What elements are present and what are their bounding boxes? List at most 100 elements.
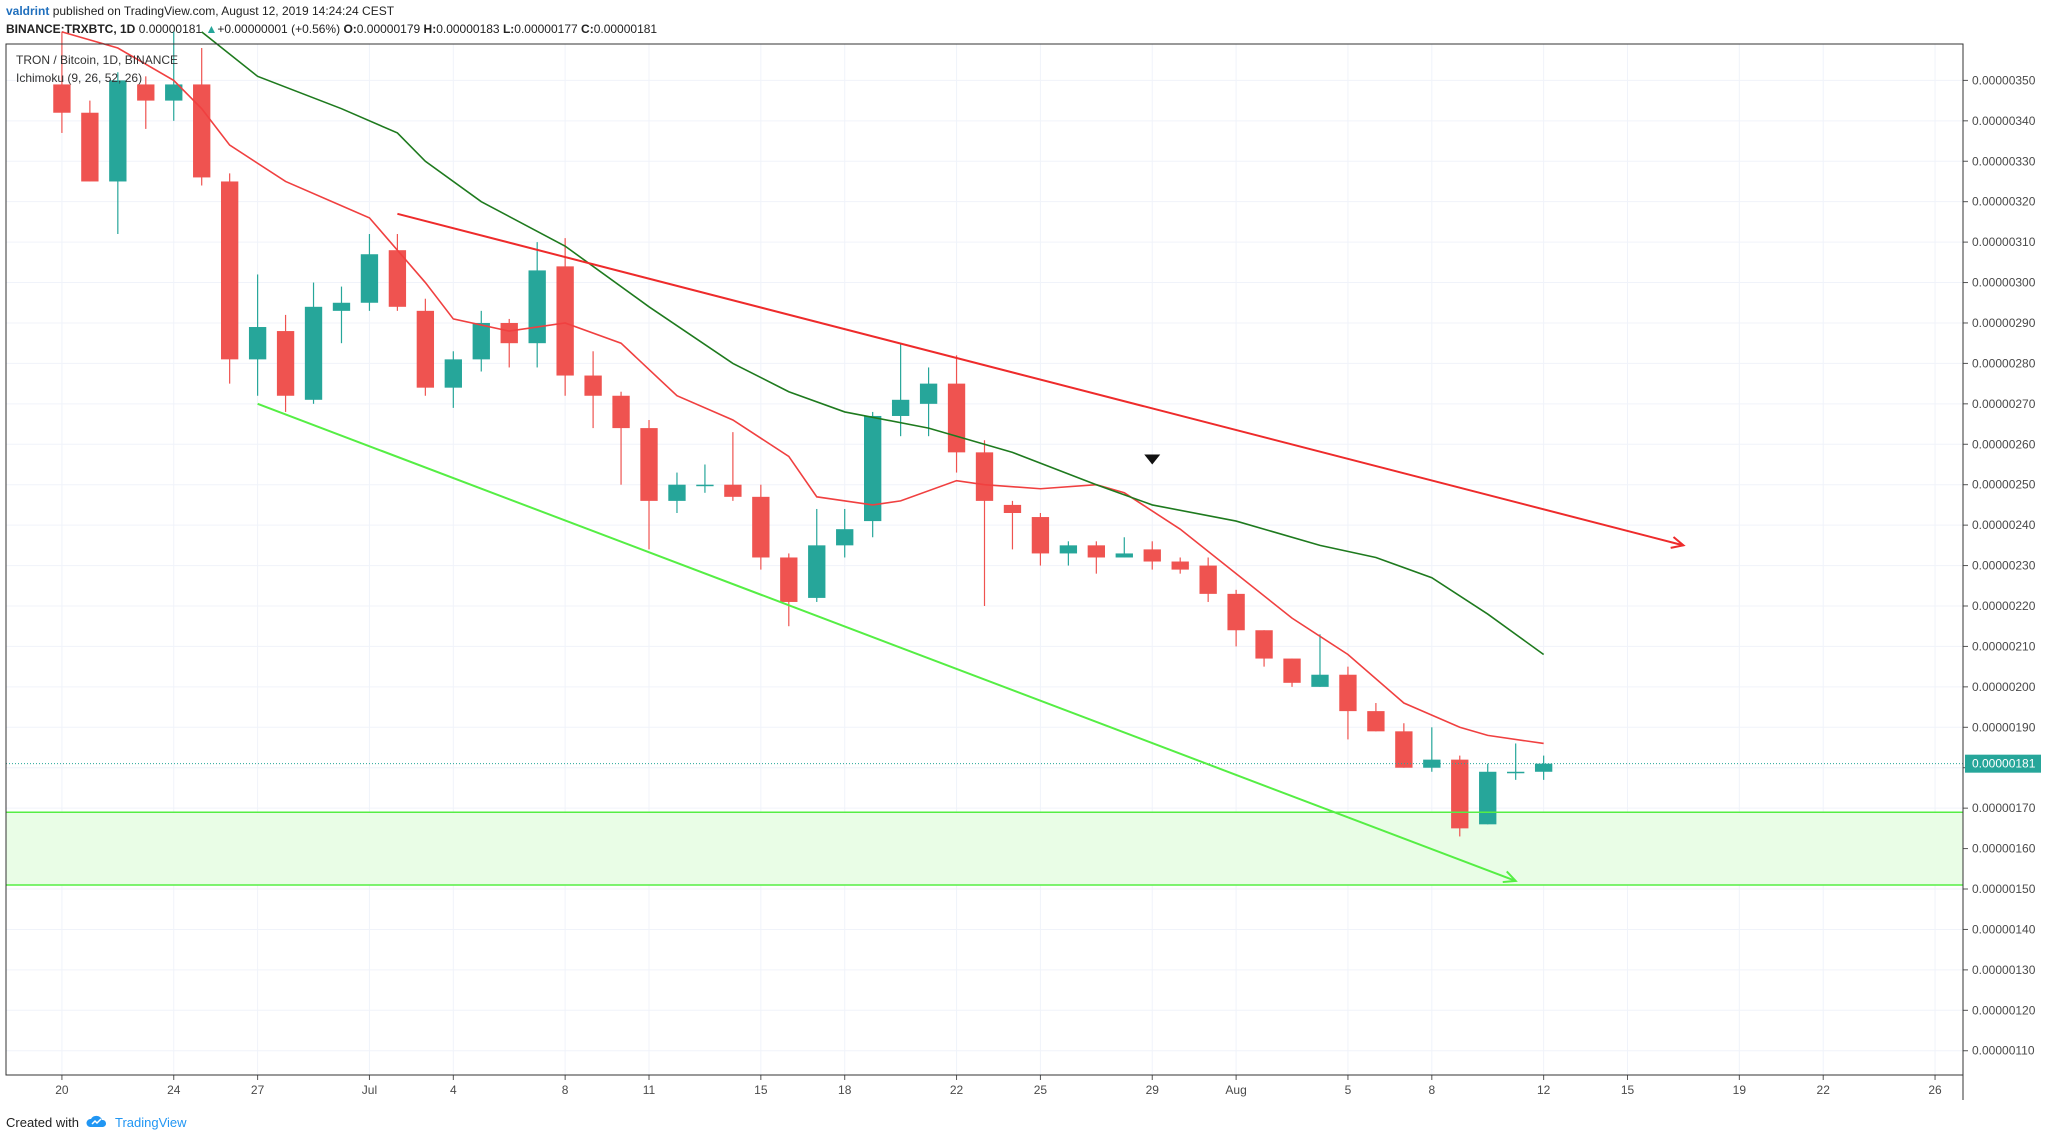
close-value: 0.00000181	[593, 22, 658, 36]
price-tick-label: 0.00000340	[1972, 114, 2036, 128]
price-tick-label: 0.00000300	[1972, 276, 2036, 290]
price-tick-label: 0.00000120	[1972, 1003, 2036, 1017]
candle-body	[1087, 545, 1105, 558]
candle-body	[1199, 565, 1217, 594]
legend-indicator: Ichimoku (9, 26, 52, 26)	[16, 71, 142, 85]
candle-body	[1115, 553, 1133, 558]
time-tick-label: 27	[251, 1083, 265, 1097]
last-price-value: 0.00000181	[138, 22, 203, 36]
candle-body	[1367, 711, 1385, 732]
candle-body	[53, 84, 71, 113]
time-tick-label: Aug	[1225, 1083, 1246, 1097]
candle-body	[640, 428, 658, 501]
time-tick-label: 25	[1034, 1083, 1048, 1097]
candle-body	[1395, 731, 1413, 768]
candle-body	[416, 310, 435, 388]
candle-body	[472, 322, 490, 360]
price-tick-label: 0.00000230	[1972, 559, 2036, 573]
change-value: +0.00000001 (+0.56%)	[217, 22, 341, 36]
candle-body	[864, 415, 882, 522]
candle-body	[780, 557, 798, 602]
time-tick-label: 22	[1817, 1083, 1831, 1097]
price-tick-label: 0.00000320	[1972, 195, 2036, 209]
candle-body	[109, 80, 127, 182]
candle-body	[444, 359, 462, 388]
time-tick-label: Jul	[362, 1083, 377, 1097]
trend-drawings	[6, 212, 1963, 886]
candle-body	[388, 250, 407, 307]
candle-body	[556, 266, 574, 376]
price-tick-label: 0.00000170	[1972, 801, 2036, 815]
candle-body	[248, 327, 267, 360]
time-tick-label: 11	[643, 1083, 656, 1097]
price-tick-label: 0.00000330	[1972, 154, 2036, 168]
time-tick-label: 5	[1345, 1083, 1352, 1097]
signal-marker	[1144, 454, 1161, 465]
chart-header: valdrint published on TradingView.com, A…	[6, 2, 2036, 42]
symbol-label: BINANCE:TRXBTC, 1D	[6, 22, 136, 36]
candle-body	[332, 302, 351, 311]
low-value: 0.00000177	[514, 22, 578, 36]
candle-body	[165, 84, 183, 101]
price-tick-label: 0.00000210	[1972, 639, 2036, 653]
candle-body	[808, 545, 826, 598]
ichimoku-conversion-line	[61, 31, 1544, 745]
candle-body	[360, 254, 379, 303]
candle-body	[1451, 759, 1469, 829]
chart-axes: 0.00000350 0.00000340 0.00000330 0.00000320…	[5, 43, 2041, 1100]
candle-body	[668, 484, 686, 501]
tradingview-brand[interactable]: TradingView	[114, 1114, 187, 1130]
candle-body	[304, 306, 323, 400]
time-tick-label: 18	[838, 1083, 852, 1097]
footer: Created with TradingView	[6, 1112, 187, 1132]
support-trendline	[257, 402, 1517, 882]
candle-body	[836, 529, 854, 546]
candle-body	[1479, 771, 1497, 825]
author-name[interactable]: valdrint	[6, 4, 50, 18]
price-tick-label: 0.00000280	[1972, 356, 2036, 370]
candle-body	[137, 84, 155, 101]
resistance-trendline	[397, 212, 1684, 547]
candle-body	[1227, 593, 1245, 631]
price-tick-label: 0.00000250	[1972, 478, 2036, 492]
time-tick-label: 4	[450, 1083, 457, 1097]
price-tick-label: 0.00000140	[1972, 922, 2036, 936]
support-trendline-arrowhead	[1502, 870, 1518, 884]
candle-body	[947, 383, 966, 453]
open-value: 0.00000179	[356, 22, 421, 36]
candle-body	[220, 181, 239, 360]
high-value: 0.00000183	[436, 22, 500, 36]
time-tick-label: 19	[1733, 1083, 1747, 1097]
candle-body	[1059, 545, 1078, 554]
price-tick-label: 0.00000130	[1972, 963, 2036, 977]
candle-body	[1255, 630, 1273, 659]
candle-body	[1003, 504, 1022, 514]
time-tick-label: 20	[55, 1083, 69, 1097]
candle-body	[1534, 763, 1553, 772]
candle-body	[891, 399, 910, 416]
candle-body	[500, 322, 518, 344]
price-tick-label: 0.00000190	[1972, 720, 2036, 734]
candle-body	[584, 375, 602, 396]
price-tick-label: 0.00000200	[1972, 680, 2036, 694]
price-tick-label: 0.00000240	[1972, 518, 2036, 532]
candle-body	[1311, 674, 1329, 687]
candle-body	[696, 484, 714, 487]
time-tick-label: 26	[1928, 1083, 1942, 1097]
resistance-trendline-arrowhead	[1670, 536, 1686, 549]
candle-body	[752, 496, 770, 558]
candle-body	[528, 270, 546, 344]
candle-body	[1143, 549, 1161, 562]
time-tick-label: 8	[562, 1083, 569, 1097]
price-tick-label: 0.00000220	[1972, 599, 2036, 613]
close-label: C:	[581, 22, 594, 36]
candle-body	[1283, 658, 1301, 683]
ichimoku-base-line	[201, 31, 1545, 656]
candle-body	[724, 484, 742, 497]
candle-body	[1171, 561, 1189, 570]
price-tick-label: 0.00000110	[1972, 1044, 2035, 1058]
candle-body	[276, 331, 295, 396]
candle-body	[1031, 517, 1050, 554]
change-arrow-icon: ▲	[205, 22, 218, 36]
